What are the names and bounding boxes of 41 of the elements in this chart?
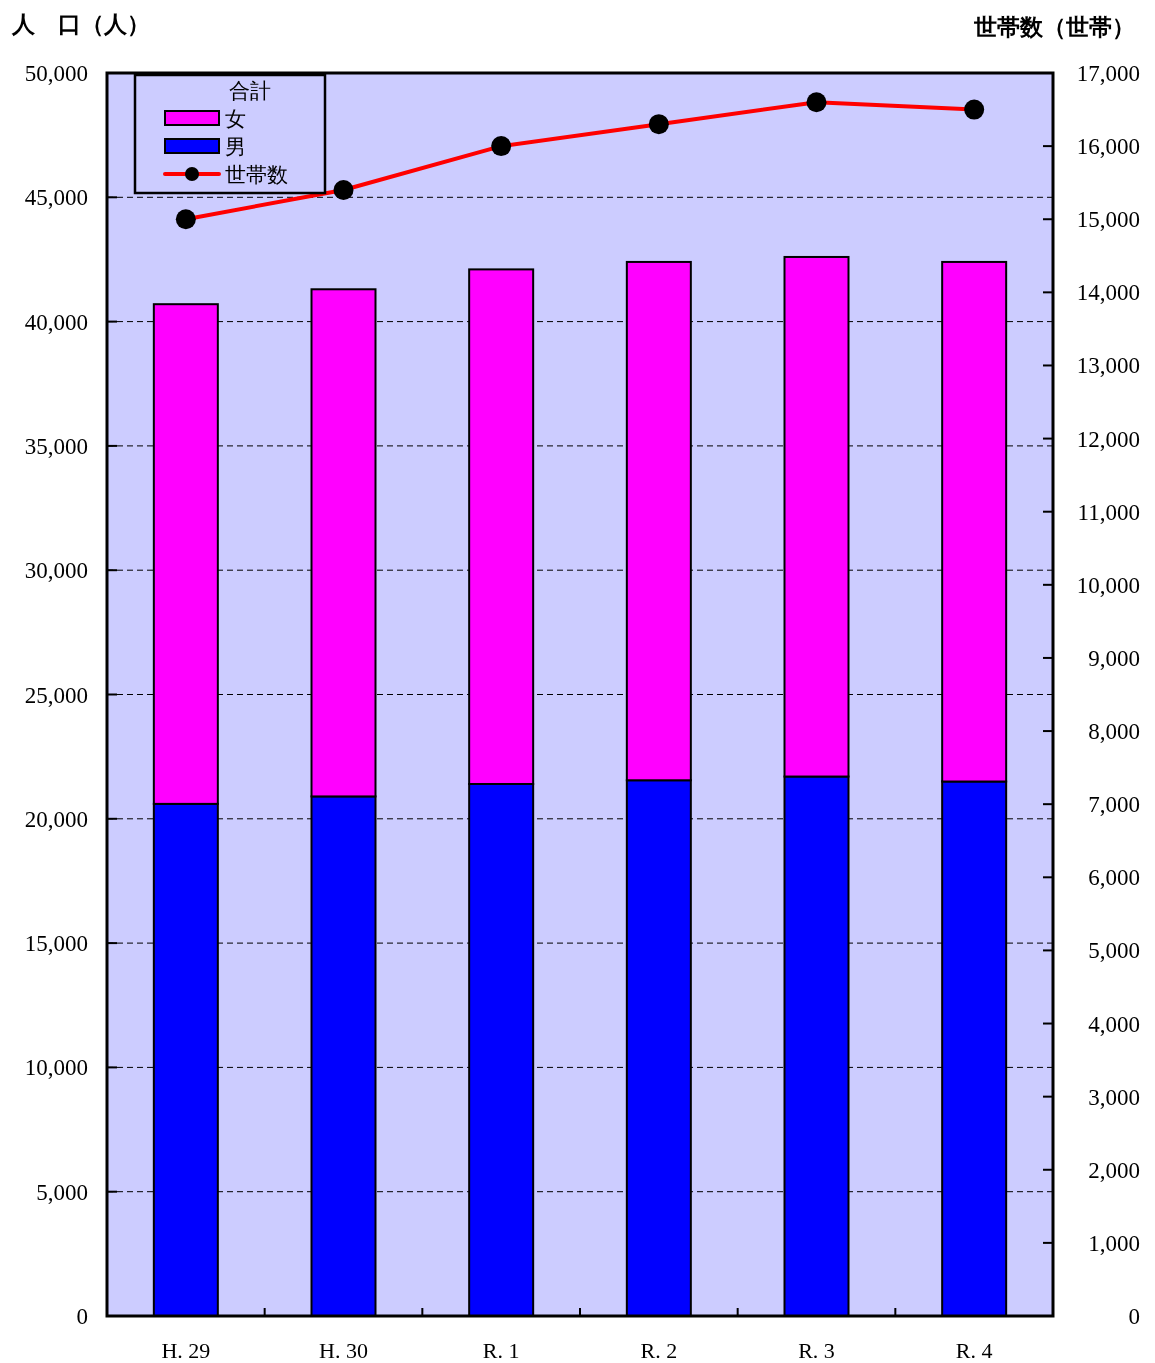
x-tick-label: H. 30	[319, 1338, 368, 1363]
x-tick-label: H. 29	[161, 1338, 211, 1363]
y2-tick-label: 8,000	[1088, 719, 1140, 745]
y-tick-label: 35,000	[24, 433, 88, 459]
y-axis-title: 人 口（人）	[11, 12, 150, 37]
y2-tick-label: 14,000	[1076, 280, 1140, 306]
y-tick-label: 15,000	[24, 931, 88, 957]
y-tick-label: 0	[76, 1304, 88, 1329]
legend-title: 合計	[229, 79, 271, 103]
y2-tick-label: 5,000	[1088, 938, 1140, 964]
y2-tick-label: 2,000	[1088, 1157, 1140, 1183]
y2-tick-label: 4,000	[1088, 1011, 1140, 1037]
y2-tick-label: 0	[1128, 1304, 1140, 1329]
x-tick-label: R. 2	[640, 1338, 678, 1363]
y2-tick-label: 1,000	[1088, 1230, 1140, 1256]
legend-label: 男	[225, 135, 246, 159]
y-tick-label: 25,000	[24, 682, 88, 708]
y-tick-label: 50,000	[24, 61, 88, 86]
x-tick-label: R. 4	[955, 1338, 993, 1363]
y2-tick-label: 12,000	[1076, 426, 1140, 452]
y2-tick-label: 15,000	[1076, 207, 1140, 233]
y-tick-label: 30,000	[24, 558, 88, 584]
y2-tick-label: 13,000	[1076, 353, 1140, 379]
x-tick-label: R. 1	[482, 1338, 520, 1363]
y2-tick-label: 3,000	[1088, 1084, 1140, 1110]
y2-tick-label: 10,000	[1076, 572, 1140, 598]
y2-tick-label: 7,000	[1088, 792, 1140, 818]
x-tick-label: R. 3	[798, 1338, 835, 1363]
y2-axis-title: 世帯数（世帯）	[973, 15, 1135, 40]
y2-tick-label: 11,000	[1077, 499, 1140, 525]
y-tick-label: 5,000	[36, 1179, 88, 1205]
y2-tick-label: 6,000	[1088, 865, 1140, 891]
y-tick-label: 40,000	[24, 309, 88, 335]
y-tick-label: 45,000	[24, 185, 88, 211]
legend-label: 世帯数	[225, 163, 288, 187]
y2-tick-label: 17,000	[1076, 61, 1140, 86]
y-tick-label: 20,000	[24, 806, 88, 832]
y-tick-label: 10,000	[24, 1055, 88, 1081]
y2-tick-label: 16,000	[1076, 134, 1140, 160]
legend-label: 女	[225, 107, 246, 131]
y2-tick-label: 9,000	[1088, 645, 1140, 671]
